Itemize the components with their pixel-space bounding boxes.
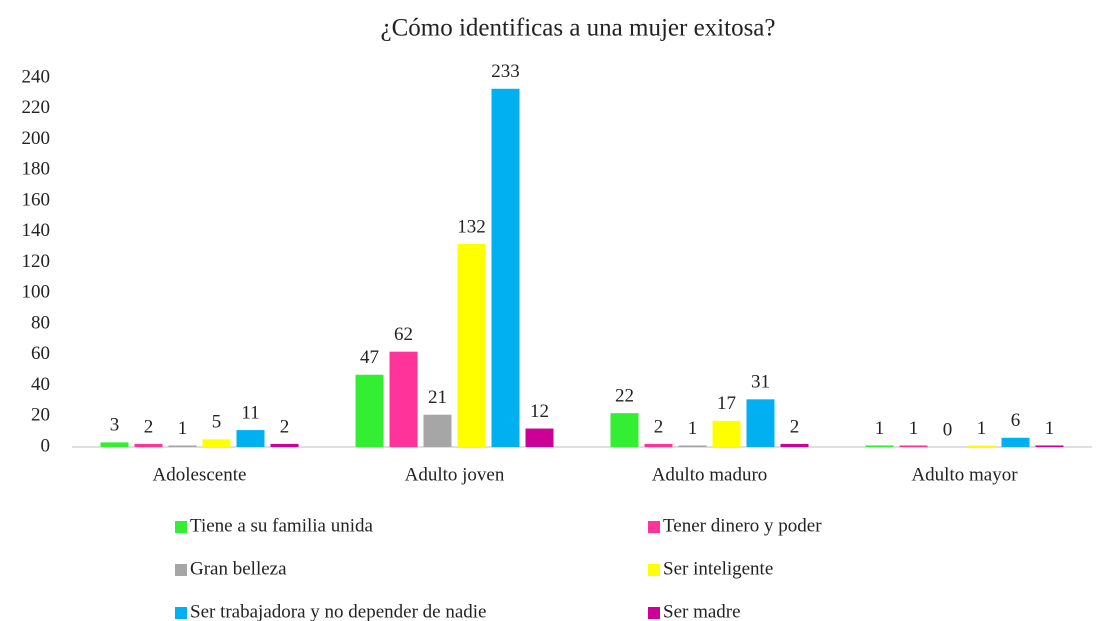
data-label: 2	[790, 416, 800, 437]
bar	[491, 88, 520, 447]
data-label: 1	[909, 418, 919, 439]
y-tick-label: 100	[22, 282, 51, 303]
y-tick-label: 240	[22, 66, 51, 87]
y-tick-label: 120	[22, 251, 51, 272]
bar	[712, 420, 741, 447]
data-label: 5	[212, 412, 222, 433]
bar	[644, 443, 673, 447]
y-tick-label: 80	[31, 312, 50, 333]
data-label: 2	[654, 416, 664, 437]
y-tick-label: 60	[31, 343, 50, 364]
data-label: 1	[178, 418, 188, 439]
legend-swatch	[648, 564, 660, 576]
bar	[236, 430, 265, 447]
legend-swatch	[175, 607, 187, 619]
legend-swatch	[175, 564, 187, 576]
data-label: 6	[1011, 410, 1021, 431]
data-label: 0	[943, 419, 953, 440]
data-label: 2	[280, 416, 290, 437]
bar	[967, 445, 996, 447]
y-tick-label: 180	[22, 159, 51, 180]
data-label: 12	[530, 401, 549, 422]
legend-label: Tener dinero y poder	[663, 515, 822, 536]
legend-label: Tiene a su familia unida	[190, 515, 373, 536]
data-label: 31	[751, 372, 770, 393]
bar	[780, 443, 809, 447]
bar	[389, 351, 418, 447]
x-tick-label: Adulto joven	[405, 464, 505, 485]
y-tick-label: 200	[22, 128, 51, 149]
y-tick-label: 20	[31, 405, 50, 426]
data-label: 233	[491, 61, 520, 82]
data-label: 22	[615, 386, 634, 407]
x-tick-label: Adulto mayor	[911, 464, 1018, 485]
data-label: 132	[457, 216, 486, 237]
bar	[746, 399, 775, 447]
legend-label: Ser trabajadora y no depender de nadie	[190, 601, 486, 621]
bar	[168, 445, 197, 447]
bar	[899, 445, 928, 447]
data-label: 62	[394, 324, 413, 345]
y-tick-label: 160	[22, 189, 51, 210]
legend-label: Gran belleza	[190, 558, 287, 579]
bar	[457, 244, 486, 447]
bar	[865, 445, 894, 447]
bar	[134, 443, 163, 447]
legend-swatch	[648, 521, 660, 533]
legend-swatch	[648, 607, 660, 619]
x-tick-label: Adolescente	[153, 464, 247, 485]
x-tick-label: Adulto maduro	[652, 464, 768, 485]
data-label: 21	[428, 387, 447, 408]
bar	[270, 443, 299, 447]
legend-label: Ser inteligente	[663, 558, 773, 579]
legend-swatch	[175, 521, 187, 533]
y-tick-label: 140	[22, 220, 51, 241]
y-tick-label: 220	[22, 97, 51, 118]
bar	[525, 428, 554, 447]
data-label: 1	[875, 418, 885, 439]
data-label: 1	[977, 418, 987, 439]
data-label: 11	[241, 402, 259, 423]
bar	[1001, 437, 1030, 447]
data-label: 2	[144, 416, 154, 437]
bar	[1035, 445, 1064, 447]
data-label: 3	[110, 415, 120, 436]
data-label: 1	[1045, 418, 1055, 439]
y-tick-label: 40	[31, 374, 50, 395]
bar	[423, 414, 452, 447]
bar	[610, 413, 639, 447]
data-label: 1	[688, 418, 698, 439]
bar	[355, 374, 384, 447]
chart-title: ¿Cómo identificas a una mujer exitosa?	[380, 15, 775, 42]
bar	[100, 442, 129, 447]
y-tick-label: 0	[41, 435, 51, 456]
bar	[678, 445, 707, 447]
data-label: 17	[717, 393, 736, 414]
bar	[202, 439, 231, 447]
legend-label: Ser madre	[663, 601, 741, 621]
data-label: 47	[360, 347, 379, 368]
